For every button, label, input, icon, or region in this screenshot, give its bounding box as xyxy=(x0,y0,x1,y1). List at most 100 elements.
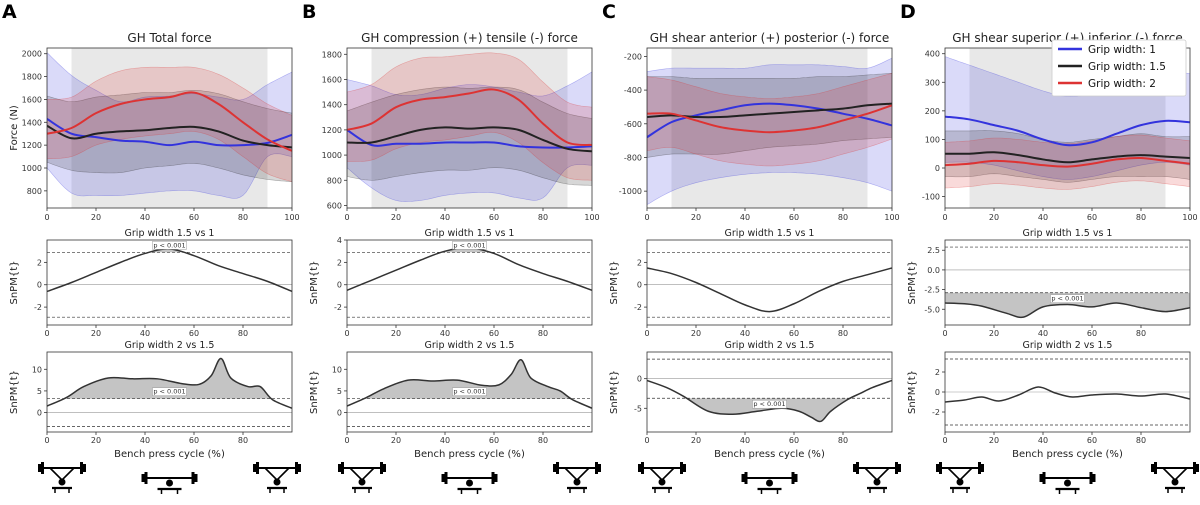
x-tick-label: 20 xyxy=(391,436,401,445)
x-tick-label: 40 xyxy=(140,436,150,445)
x-tick-label: 80 xyxy=(238,329,248,338)
x-tick-label: 80 xyxy=(838,213,848,222)
x-tick-label: 60 xyxy=(189,436,199,445)
plot-frame xyxy=(46,47,293,209)
x-tick-label: 20 xyxy=(691,329,701,338)
series-line-grip-width-1 xyxy=(945,115,1190,147)
x-tick-label: 40 xyxy=(1038,213,1048,222)
x-tick-label: 20 xyxy=(391,329,401,338)
y-tick-label: 0 xyxy=(637,375,642,384)
y-tick-label: 2 xyxy=(935,368,940,377)
p-value-box xyxy=(752,399,787,409)
x-tick-label: 0 xyxy=(44,436,49,445)
series-line-grip-width-2 xyxy=(945,156,1190,168)
x-tick-label: 60 xyxy=(489,329,499,338)
x-tick-label: 0 xyxy=(44,329,49,338)
x-tick-label: 80 xyxy=(538,329,548,338)
y-tick-label: 0.0 xyxy=(927,266,940,275)
panel-a: AGH Total force8001000120014001600180020… xyxy=(2,1,301,494)
x-tick-label: 100 xyxy=(884,213,899,222)
y-tick-label: -200 xyxy=(624,52,642,61)
band-grip-width-1-5 xyxy=(647,72,892,158)
spm-y-axis-label: SnPM{t} xyxy=(609,261,620,305)
x-tick-label: 40 xyxy=(440,213,450,222)
bench-press-end-icon xyxy=(853,462,901,493)
spm-frame xyxy=(46,351,293,433)
series-line-grip-width-1 xyxy=(347,129,592,149)
y-tick-label: -2 xyxy=(634,303,642,312)
x-axis-label: Bench press cycle (%) xyxy=(1012,449,1123,460)
x-tick-label: 40 xyxy=(140,329,150,338)
x-tick-label: 80 xyxy=(538,436,548,445)
y-tick-label: 1200 xyxy=(322,126,342,135)
y-axis-label: Force (N) xyxy=(9,105,20,151)
x-tick-label: 20 xyxy=(989,213,999,222)
y-tick-label: -400 xyxy=(624,86,642,95)
x-tick-label: 40 xyxy=(440,436,450,445)
spm-plot-2: Grip width 2 vs 1.5 p < 0.001 0 5 10 0 20 40 60 8… xyxy=(309,340,593,445)
spm-frame xyxy=(944,239,1191,326)
spm-curve xyxy=(945,302,1190,319)
y-tick-label: -100 xyxy=(922,193,940,202)
spm-plot-1: Grip width 1.5 vs 1 p < 0.001 -5.0 -2.5 0.0 2… xyxy=(907,228,1191,338)
y-tick-label: 1800 xyxy=(322,50,342,59)
y-tick-label: 400 xyxy=(925,50,940,59)
x-tick-label: 20 xyxy=(91,436,101,445)
chart-title: GH shear anterior (+) posterior (-) forc… xyxy=(650,31,890,45)
bands xyxy=(647,57,892,205)
p-value-box xyxy=(452,241,487,250)
y-tick-label: 1000 xyxy=(22,164,42,173)
series-line-grip-width-1-5 xyxy=(945,151,1190,164)
spm-frame xyxy=(646,239,893,326)
spm-y-axis-label: SnPM{t} xyxy=(609,370,620,414)
y-tick-label: -5.0 xyxy=(924,305,940,314)
plot-frame xyxy=(346,47,593,209)
supra-threshold-area xyxy=(364,359,571,399)
y-tick-label: 0 xyxy=(337,409,342,418)
p-value-label: p < 0.001 xyxy=(453,388,485,396)
x-tick-label: 40 xyxy=(740,436,750,445)
band-grip-width-2 xyxy=(47,66,292,183)
x-tick-label: 0 xyxy=(942,436,947,445)
y-tick-label: 1600 xyxy=(22,95,42,104)
chart-title: GH Total force xyxy=(127,31,211,45)
x-tick-label: 80 xyxy=(238,436,248,445)
p-value-label: p < 0.001 xyxy=(1051,295,1083,303)
supra-threshold-area xyxy=(64,358,271,399)
x-tick-label: 0 xyxy=(644,329,649,338)
y-tick-label: 100 xyxy=(925,135,940,144)
panel-letter: A xyxy=(2,1,17,23)
spm-y-axis-label: SnPM{t} xyxy=(907,261,918,305)
spm-title: Grip width 2 vs 1.5 xyxy=(425,340,515,351)
x-tick-label: 60 xyxy=(489,436,499,445)
y-tick-label: 1600 xyxy=(322,75,342,84)
y-tick-label: -5 xyxy=(634,404,642,413)
x-tick-label: 60 xyxy=(1087,213,1097,222)
spm-y-axis-label: SnPM{t} xyxy=(9,261,20,305)
y-tick-label: 10 xyxy=(32,365,42,374)
y-tick-label: 1000 xyxy=(322,151,342,160)
y-tick-label: -2 xyxy=(932,408,940,417)
x-tick-label: 0 xyxy=(344,329,349,338)
spm-curve xyxy=(647,267,892,313)
x-tick-label: 80 xyxy=(538,213,548,222)
y-tick-label: 2 xyxy=(637,258,642,267)
x-tick-label: 80 xyxy=(1136,213,1146,222)
x-tick-label: 60 xyxy=(1087,436,1097,445)
p-value-label: p < 0.001 xyxy=(753,400,785,408)
y-tick-label: 10 xyxy=(332,365,342,374)
x-tick-label: 60 xyxy=(789,436,799,445)
panel-letter: D xyxy=(900,1,916,23)
y-tick-label: -1000 xyxy=(619,187,642,196)
band-grip-width-2 xyxy=(647,72,892,167)
y-tick-label: 1800 xyxy=(22,73,42,82)
spm-y-axis-label: SnPM{t} xyxy=(309,261,320,305)
x-tick-label: 20 xyxy=(691,436,701,445)
y-tick-label: 0 xyxy=(935,388,940,397)
x-axis-label: Bench press cycle (%) xyxy=(114,449,225,460)
spm-y-axis-label: SnPM{t} xyxy=(309,370,320,414)
x-tick-label: 80 xyxy=(238,213,248,222)
